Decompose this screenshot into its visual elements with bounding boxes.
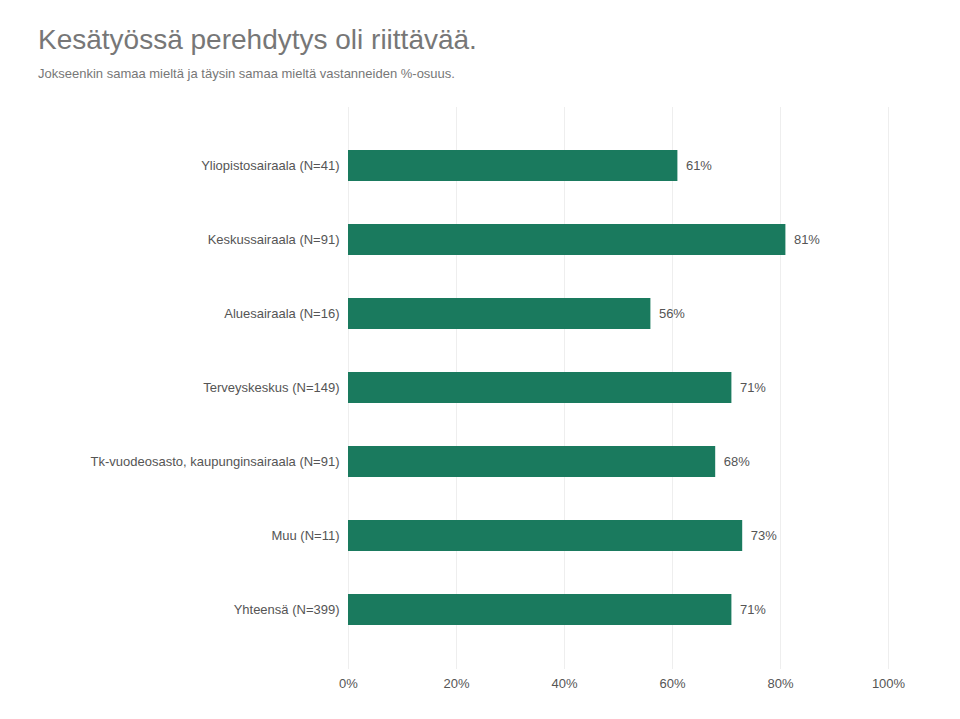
- svg-text:61%: 61%: [686, 158, 712, 173]
- svg-text:Muu (N=11): Muu (N=11): [271, 528, 339, 543]
- svg-text:100%: 100%: [872, 676, 906, 691]
- svg-text:Tk-vuodeosasto, kaupunginsaira: Tk-vuodeosasto, kaupunginsairaala (N=91): [91, 454, 340, 469]
- svg-text:Yliopistosairaala (N=41): Yliopistosairaala (N=41): [201, 158, 339, 173]
- svg-text:Terveyskeskus (N=149): Terveyskeskus (N=149): [203, 380, 339, 395]
- html-text:Jokseenkin samaa mieltä ja täy: Jokseenkin samaa mieltä ja täysin samaa …: [38, 66, 455, 81]
- svg-text:Keskussairaala (N=91): Keskussairaala (N=91): [208, 232, 340, 247]
- html-text:Kesätyössä perehdytys oli riit: Kesätyössä perehdytys oli riittävää.: [38, 24, 477, 55]
- svg-text:0%: 0%: [339, 676, 358, 691]
- svg-text:56%: 56%: [659, 306, 685, 321]
- svg-text:80%: 80%: [767, 676, 793, 691]
- svg-text:40%: 40%: [551, 676, 577, 691]
- svg-text:Aluesairaala (N=16): Aluesairaala (N=16): [224, 306, 339, 321]
- svg-text:73%: 73%: [751, 528, 777, 543]
- svg-text:Yhteensä (N=399): Yhteensä (N=399): [234, 602, 340, 617]
- svg-text:60%: 60%: [659, 676, 685, 691]
- svg-text:71%: 71%: [740, 602, 766, 617]
- svg-text:71%: 71%: [740, 380, 766, 395]
- svg-text:20%: 20%: [443, 676, 469, 691]
- svg-text:68%: 68%: [724, 454, 750, 469]
- svg-text:81%: 81%: [794, 232, 820, 247]
